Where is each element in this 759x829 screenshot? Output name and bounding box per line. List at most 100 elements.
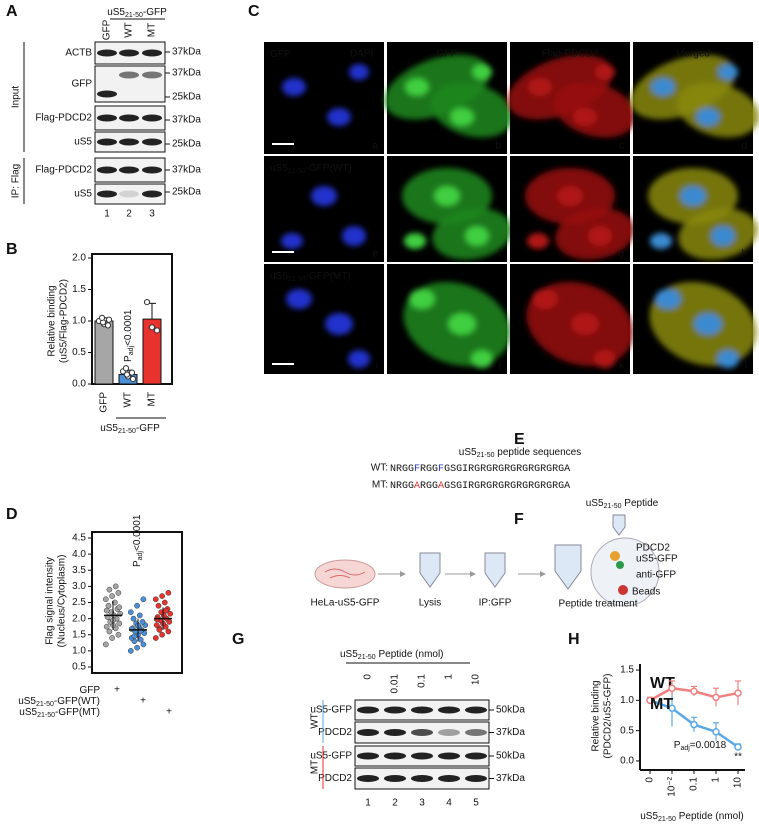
point [105,316,113,323]
bead [618,585,628,595]
annotation: Padj<0.0001 [132,514,144,567]
condition-label: GFP [79,685,100,696]
cells [507,54,637,138]
band [411,706,433,714]
size-marker: 37kDa [496,727,525,738]
point [104,322,112,329]
step-label: HeLa-uS5-GFP [311,598,380,609]
band [384,729,406,736]
lane-label: 0 [363,674,374,680]
point [162,607,169,614]
row-label: uS5-GFP [310,751,352,762]
nucleus [696,108,720,126]
cells [648,168,758,260]
condition-label: uS521-50-GFP(MT) [19,707,100,719]
x-tick-label: MT [147,392,158,406]
text-part: uS5 [19,707,37,718]
text-part: uS5 [459,447,477,458]
band [142,114,162,122]
nucleus [650,233,672,249]
point [102,596,109,603]
text-part: GFP [79,685,100,696]
cytoplasm [553,82,637,138]
point [159,593,165,599]
band [119,166,139,174]
nucleus [405,78,429,96]
point [106,586,113,593]
nucleus [349,64,369,80]
seq-label: WT: [371,463,388,474]
band [97,114,117,122]
lane-label: 10 [471,674,482,686]
text-part: Peptide [622,498,659,509]
band [438,729,460,736]
lane-number: 4 [446,798,452,809]
band [411,729,433,736]
group-label: WT [310,713,321,729]
lane-label: 0.01 [390,674,401,694]
subscript: 21-50 [477,452,495,459]
x-tick-label: 0 [645,777,656,783]
subscript: 21-50 [358,654,376,661]
bar [94,320,114,385]
text-part: -GFP [143,7,167,18]
cells [402,168,512,260]
subscript: 21-50 [37,712,55,719]
seq-part: NRGG [390,481,414,492]
size-marker: 50kDa [496,751,525,762]
text-part: P [132,560,143,567]
seq-label: MT: [372,480,388,491]
text-part: -GFP(WT) [54,696,100,707]
lane-label: 1 [444,674,455,680]
cells [286,289,370,368]
point [127,609,134,616]
step-label: Lysis [419,598,441,609]
point [128,626,135,632]
band [465,729,487,736]
condition-marker: + [114,685,120,696]
size-marker: 37kDa [172,47,201,58]
y-tick-label: 2.0 [72,253,86,264]
channel-label: Merged [676,49,710,60]
nucleus [448,313,476,335]
y-axis-label: Relative binding [47,285,58,356]
point [156,627,163,633]
point [129,375,137,383]
x-tick-label: 0.1 [689,777,700,791]
size-marker: 25kDa [172,187,201,198]
text-part: peptide sequences [494,447,581,458]
seq-part: GSGIRGRGRGRGRGRGRGRGA [444,464,570,475]
nucleus [472,64,492,80]
point [153,622,160,628]
cells [384,54,514,138]
us5 [616,561,624,569]
point [159,631,165,638]
cells [403,281,511,368]
text-part: uS5 [270,163,288,174]
y-tick-label: 1.5 [72,629,86,640]
seq-part: A [414,481,420,492]
text-part: uS5 [100,423,118,434]
band [411,752,433,760]
x-tick-label: 10⁻² [667,776,678,796]
y-tick-label: 0.5 [72,347,86,358]
row-label: ACTB [65,48,92,59]
y-tick-label: 0.0 [620,756,634,767]
row-label: uS521-50-GFP(MT) [270,271,351,283]
y-tick-label: 1.0 [620,695,634,706]
lane-number: 5 [473,798,479,809]
seq-part: F [438,464,444,475]
lane-number: 3 [419,798,425,809]
nucleus [655,289,681,309]
point [136,612,143,619]
point [134,602,140,609]
point [137,628,144,634]
seq-part: F [414,464,420,475]
size-marker: 25kDa [172,92,201,103]
tube [419,552,441,588]
size-marker: 50kDa [496,705,525,716]
point [103,623,110,630]
point [139,619,146,625]
band [438,752,460,760]
seq-part: NRGG [390,464,414,475]
